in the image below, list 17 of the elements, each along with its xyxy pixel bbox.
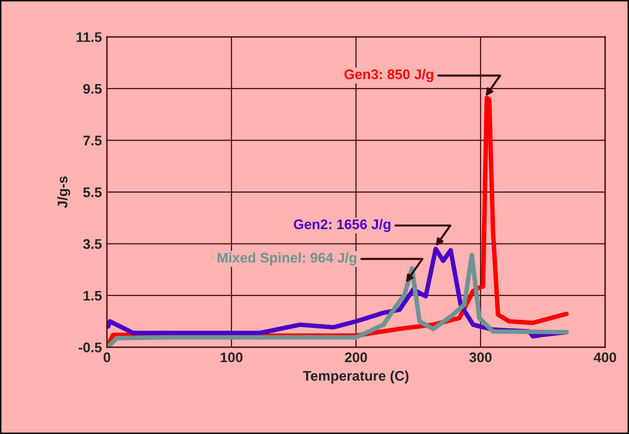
y-tick-label: 7.5 (83, 136, 102, 146)
y-tick-label: 5.5 (83, 188, 102, 198)
x-tick-label: 400 (594, 352, 616, 362)
annotation: Mixed Spinel: 964 J/g (218, 252, 356, 266)
y-axis-title: J/g-s (57, 176, 70, 208)
y-tick-label: 11.5 (76, 32, 102, 42)
x-tick-label: 200 (344, 352, 368, 362)
annotation: Gen2: 1656 J/g (294, 219, 390, 232)
y-tick-label: 1.5 (84, 290, 102, 301)
x-tick-label: 300 (469, 352, 492, 362)
y-tick-label: 9.5 (83, 84, 102, 94)
x-tick-label: 0 (104, 352, 110, 362)
x-axis-title: Temperature (C) (303, 370, 408, 384)
annotation: Gen3: 850 J/g (344, 69, 434, 82)
x-tick-label: 100 (220, 352, 242, 362)
y-tick-label: 3.5 (83, 239, 102, 249)
y-tick-label: -0.5 (78, 342, 102, 352)
